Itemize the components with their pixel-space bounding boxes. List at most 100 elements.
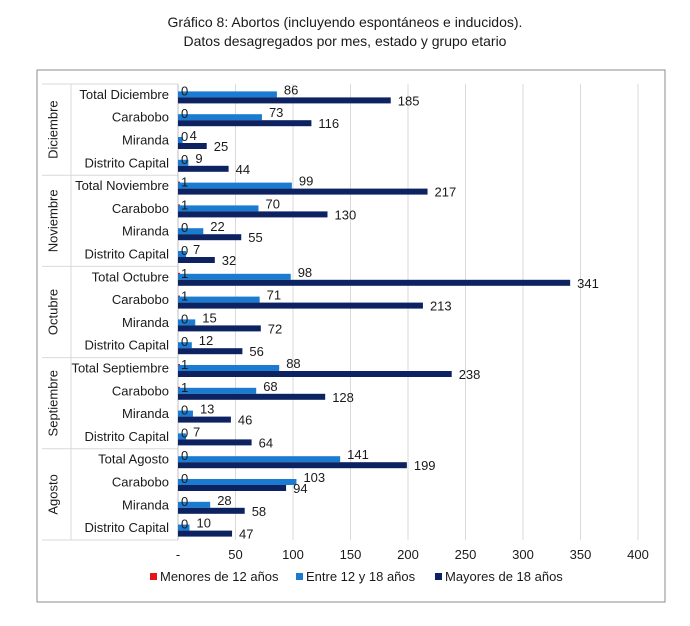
bar [178,485,287,491]
data-label: 0 [181,311,188,326]
bars [178,91,571,537]
category-label: Distrito Capital [84,520,169,535]
data-label: 10 [197,516,211,531]
data-label: 7 [193,424,200,439]
bar [178,462,407,469]
data-label: 22 [210,219,224,234]
bar [178,114,262,121]
category-label: Distrito Capital [84,429,169,444]
bar [178,302,423,309]
group-label: Noviembre [46,189,61,252]
x-tick-label: 250 [455,547,477,562]
data-label: 128 [332,390,354,405]
data-label: 185 [398,93,420,108]
data-label: 15 [202,310,216,325]
bar [178,371,452,377]
bar [178,348,243,355]
x-tick-label: 350 [570,547,592,562]
bar [178,159,189,166]
bar [178,296,260,303]
data-label: 1 [181,380,188,395]
data-label: 0 [181,494,188,509]
data-label: 0 [181,471,188,486]
chart-title-line-2: Datos desagregados por mes, estado y gru… [183,33,507,49]
category-label: Distrito Capital [84,155,169,170]
category-label: Carabobo [112,475,169,490]
bar [178,120,312,127]
data-label: 1 [181,289,188,304]
data-label: 71 [267,288,281,303]
data-label: 0 [181,448,188,463]
data-label: 0 [181,425,188,440]
data-label: 1 [181,357,188,372]
legend-label: Menores de 12 años [160,569,279,584]
data-label: 72 [268,321,282,336]
data-label: 141 [347,447,369,462]
category-label: Carabobo [112,201,169,216]
legend-swatch [435,573,442,580]
bar [178,97,391,104]
legend: Menores de 12 años Entre 12 y 18 años Mayo… [150,569,563,584]
bar [178,137,183,143]
data-label: 116 [318,116,339,131]
legend-swatch [150,573,157,580]
data-label: 0 [181,220,188,235]
category-label: Distrito Capital [84,338,169,353]
data-label: 0 [181,517,188,532]
category-label: Total Noviembre [75,178,169,193]
group-label: Diciembre [46,100,61,159]
bar [178,507,245,514]
bar [178,188,428,195]
bar [178,342,192,349]
data-label: 86 [284,82,298,97]
bar [178,439,252,446]
data-label: 238 [459,367,481,382]
data-label: 73 [269,105,283,120]
bar [178,319,196,326]
data-label: 213 [430,299,452,314]
data-label: 341 [577,276,599,291]
x-tick-label: 200 [397,547,419,562]
category-label: Miranda [122,406,170,421]
legend-swatch [296,573,303,580]
x-tick-label: 150 [340,547,362,562]
bar [178,91,277,98]
data-label: 70 [266,196,280,211]
category-label: Miranda [122,315,170,330]
group-label: Agosto [46,474,61,514]
bar [178,393,326,400]
bar [178,273,291,280]
data-label: 28 [217,493,231,508]
data-label: 44 [236,162,250,177]
data-label: 0 [181,83,188,98]
group-label: Octubre [46,289,61,335]
bar [178,501,211,508]
x-tick-label: - [176,547,180,562]
data-label: 68 [263,379,277,394]
category-label: Distrito Capital [84,247,169,262]
category-label: Miranda [122,497,170,512]
x-axis-ticks: - 50 100 150 200 250 300 350 400 [176,547,649,562]
bar [178,524,190,531]
data-label: 25 [214,139,228,154]
data-label: 0 [181,243,188,258]
bar [178,165,229,172]
data-label: 46 [238,413,252,428]
data-label: 1 [181,175,188,190]
bar [178,456,341,463]
data-label: 32 [222,253,236,268]
data-label: 1 [181,197,188,212]
data-label: 99 [299,174,313,189]
data-label: 47 [239,527,253,542]
data-label: 0 [181,152,188,167]
x-tick-label: 50 [228,547,242,562]
legend-label: Mayores de 18 años [445,569,563,584]
category-label: Carabobo [112,292,169,307]
data-label: 0 [181,129,188,144]
data-label: 0 [181,106,188,121]
data-label: 12 [199,333,213,348]
category-label: Carabobo [112,110,169,125]
bar [178,433,187,440]
data-label: 98 [298,265,312,280]
data-label: 217 [435,185,457,200]
